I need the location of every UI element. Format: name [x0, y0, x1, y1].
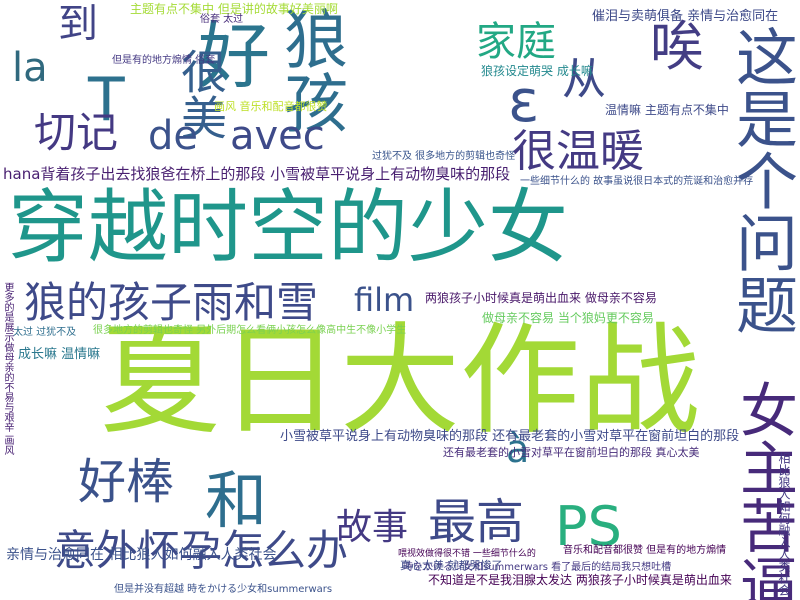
word: hana背着孩子出去找狼爸在桥上的那段 小雪被草平说身上有动物臭味的那段: [3, 165, 511, 183]
word: 狼孩: [273, 6, 347, 134]
word: 唉: [650, 15, 704, 78]
word: 更多的是展示做母亲的不易与艰辛 画风: [2, 282, 13, 456]
word: 俗套 太过: [200, 14, 244, 25]
word: 很多地方的剪辑也奇怪 另外后期怎么看俩小孩怎么像高中生不像小学生: [93, 325, 407, 336]
word: 穿越时空的少女: [8, 181, 568, 274]
word: 音乐和配音都很赞 但是有的地方煽情: [563, 545, 727, 556]
word: 很温暖: [512, 126, 644, 177]
word: PS: [555, 495, 622, 558]
word: 意外怀孕怎么办: [54, 526, 349, 575]
word: 相比狼人如何融入人类社会: [777, 452, 791, 596]
word: 切记: [34, 108, 119, 157]
word: 和: [205, 464, 268, 537]
word: 女主苦逼: [730, 380, 798, 600]
word: avec: [230, 113, 325, 159]
word: 小雪被草平说身上有动物臭味的那段 还有最老套的小雪对草平在窗前坦白的那段: [280, 429, 740, 444]
word: 成长嘛 温情嘛: [18, 347, 101, 362]
word: 好: [198, 14, 271, 98]
word: à: [506, 427, 530, 471]
word: 但是有的地方煽情 俗套: [112, 55, 216, 66]
word: T: [88, 65, 125, 135]
word: de: [148, 113, 198, 159]
word: 夏日大作战: [100, 312, 700, 451]
word: 喂视效做得很不错 一些细节什么的: [398, 549, 536, 559]
word: 过犹不及 很多地方的剪辑也奇怪: [372, 151, 516, 162]
word: 真心太美 就都哭惨了: [400, 559, 503, 572]
word: 故事: [336, 507, 409, 548]
word: 好棒: [78, 454, 175, 510]
word: 很美: [174, 48, 228, 140]
word: la: [12, 45, 48, 91]
word: 狼的孩子雨和雪: [24, 278, 319, 327]
word: 催泪与卖萌俱备 亲情与治愈同在: [592, 9, 779, 24]
word: 这是个问题: [725, 25, 798, 335]
word: 主题有点不集中 但是讲的故事好美丽啊: [130, 2, 338, 16]
word: 最高: [428, 494, 525, 550]
word: film: [354, 281, 415, 319]
word: 做母亲不容易 当个狼妈更不容易: [482, 311, 654, 325]
word: 時をかける少女和summerwars 看了最后的结局我只想吐槽: [403, 562, 672, 573]
word: 两狼孩子小时候真是萌出血来 做母亲不容易: [425, 291, 657, 305]
word: 还有最老套的小雪对草平在窗前坦白的那段 真心太美: [443, 446, 700, 459]
word: 从: [562, 54, 606, 105]
word: 画风 音乐和配音都很赞: [214, 100, 328, 113]
word: 家庭: [476, 19, 556, 65]
word: 到: [58, 1, 98, 47]
word: 但是并没有超越 時をかける少女和summerwars: [114, 584, 333, 595]
word: 狼孩设定萌哭 成长嘛: [481, 64, 593, 78]
word: 不知道是不是我泪腺太发达 两狼孩子小时候真是萌出血来: [428, 573, 732, 587]
word: ε: [508, 67, 540, 135]
word: 太过 过犹不及: [13, 327, 77, 338]
word: 一些细节什么的 故事虽说很日本式的荒诞和治愈并存: [520, 176, 754, 187]
word: 温情嘛 主题有点不集中: [605, 103, 729, 117]
word: 亲情与治愈同在 相比狼人如何融入人类社会: [6, 547, 277, 563]
